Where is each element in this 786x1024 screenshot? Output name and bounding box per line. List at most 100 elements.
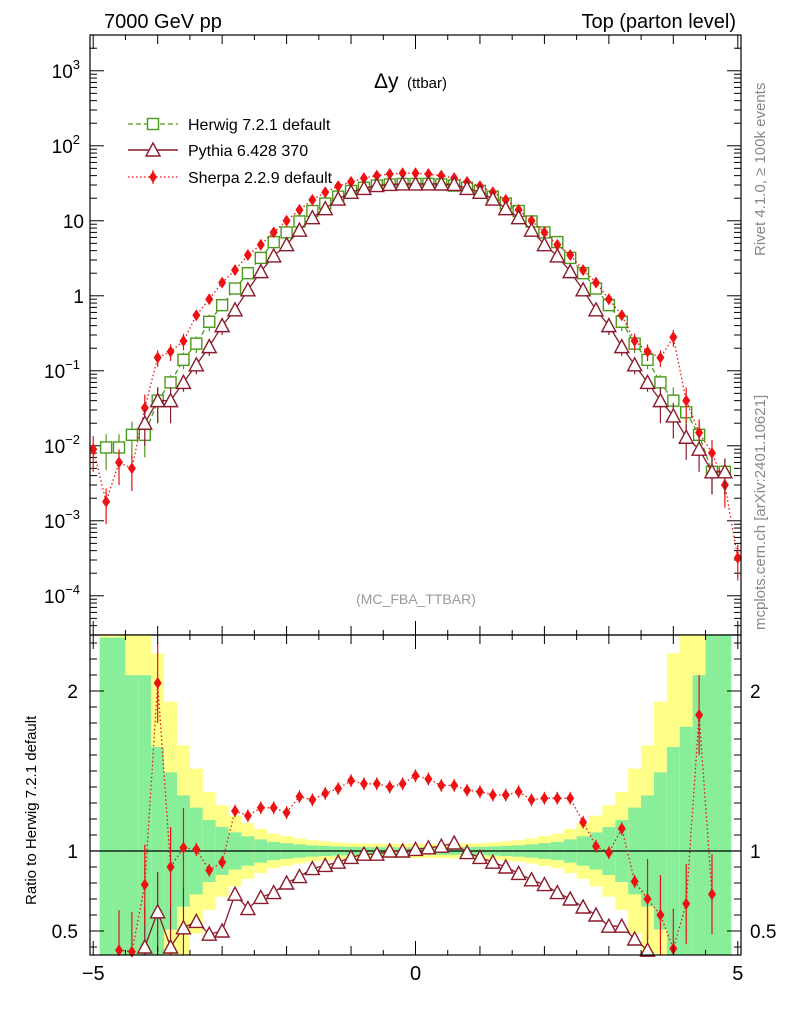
ratio-point-sherpa: [540, 792, 549, 805]
point-pythia: [162, 392, 179, 408]
point-herwig: [125, 428, 139, 442]
legend-entry-sherpa: Sherpa 2.2.9 default: [128, 170, 333, 187]
point-pythia: [368, 177, 385, 193]
point-herwig: [215, 298, 229, 312]
point-pythia: [549, 247, 566, 263]
point-pythia: [523, 221, 540, 237]
point-sherpa: [334, 180, 343, 193]
point-pythia: [265, 247, 282, 263]
point-pythia: [600, 317, 618, 333]
point-pythia: [407, 175, 424, 191]
point-sherpa: [231, 264, 240, 277]
ratio-point-sherpa: [308, 793, 317, 806]
point-pythia: [458, 179, 476, 196]
point-sherpa: [604, 293, 613, 306]
point-pythia: [587, 301, 605, 317]
point-sherpa: [256, 238, 265, 251]
ratio-point-pythia: [329, 853, 347, 869]
point-sherpa: [566, 248, 575, 261]
point-sherpa: [707, 447, 716, 460]
point-pythia: [562, 263, 579, 279]
ratio-point-pythia: [252, 888, 269, 905]
point-herwig: [654, 376, 667, 389]
ratio-point-pythia: [291, 868, 308, 884]
ratio-point-sherpa: [695, 709, 704, 721]
point-herwig: [177, 353, 190, 367]
ratio-series: [115, 643, 716, 958]
point-pythia: [716, 463, 734, 479]
legend: Herwig 7.2.1 default Pythia 6.428 370 Sh…: [128, 117, 333, 187]
ratio-point-pythia: [536, 876, 553, 892]
ratio-point-pythia: [613, 917, 630, 933]
main-y-tick-label: 102: [52, 132, 80, 158]
point-pythia: [510, 209, 527, 225]
ratio-point-sherpa: [231, 805, 240, 817]
main-y-tick-label: 10−2: [44, 432, 80, 458]
ratio-point-sherpa: [398, 777, 407, 790]
point-pythia: [226, 301, 244, 317]
point-pythia: [433, 175, 450, 191]
point-herwig: [164, 376, 177, 389]
main-panel: Δy (ttbar) (MC_FBA_TTBAR) 10310210110−11…: [44, 34, 742, 636]
point-pythia: [329, 190, 347, 206]
ratio-point-pythia: [562, 890, 579, 906]
ratio-point-sherpa: [707, 888, 716, 901]
point-sherpa: [308, 193, 317, 206]
point-sherpa: [385, 168, 394, 181]
ratio-point-pythia: [600, 917, 618, 933]
green-band: [718, 635, 732, 955]
main-y-tick-label: 10−3: [44, 507, 80, 533]
ratio-point-sherpa: [475, 785, 484, 798]
main-y-tick-label: 10−1: [44, 357, 80, 383]
point-sherpa: [591, 276, 600, 289]
y-tick-base: 10: [52, 62, 73, 83]
ratio-point-sherpa: [385, 781, 394, 793]
ratio-point-pythia: [510, 864, 527, 881]
ratio-point-sherpa: [501, 789, 510, 801]
ratio-point-sherpa: [334, 782, 343, 795]
ratio-point-sherpa: [347, 774, 356, 787]
point-sherpa: [372, 169, 381, 182]
legend-marker-herwig: [146, 117, 160, 131]
ratio-point-sherpa: [205, 864, 214, 877]
ratio-y-tick-label: 2: [67, 682, 78, 703]
ratio-point-sherpa: [643, 893, 652, 905]
y-tick-exponent: 3: [73, 57, 80, 72]
ratio-point-sherpa: [553, 792, 562, 805]
ratio-point-sherpa: [243, 809, 252, 822]
ratio-series-pythia: [136, 834, 656, 957]
point-sherpa: [153, 351, 162, 364]
energy-label: 7000 GeV pp: [104, 11, 222, 33]
ratio-point-pythia: [626, 930, 643, 946]
ratio-point-pythia: [317, 856, 334, 873]
ratio-point-sherpa: [295, 790, 304, 803]
ratio-y-tick-label-right: 0.5: [750, 922, 776, 943]
ratio-point-pythia: [394, 842, 411, 858]
ratio-point-sherpa: [321, 787, 330, 800]
chart-title-suffix: (ttbar): [407, 75, 447, 92]
ratio-point-pythia: [278, 874, 295, 890]
point-sherpa: [733, 551, 742, 564]
y-tick-base: 10: [44, 512, 65, 533]
ratio-point-sherpa: [179, 841, 188, 854]
point-sherpa: [166, 345, 175, 358]
point-sherpa: [682, 394, 691, 407]
ratio-point-sherpa: [514, 785, 523, 798]
series-sherpa: [89, 167, 742, 581]
ratio-point-pythia: [446, 834, 463, 850]
process-label: Top (parton level): [581, 11, 736, 33]
point-pythia: [342, 183, 360, 199]
ratio-point-sherpa: [424, 773, 433, 785]
point-sherpa: [643, 345, 652, 358]
ratio-point-sherpa: [463, 784, 472, 797]
point-pythia: [446, 175, 463, 192]
ratio-series-sherpa: [115, 643, 716, 958]
legend-label-sherpa: Sherpa 2.2.9 default: [188, 170, 333, 187]
legend-label-herwig: Herwig 7.2.1 default: [188, 117, 331, 134]
point-sherpa: [359, 172, 368, 185]
point-herwig: [99, 441, 113, 454]
point-pythia: [291, 221, 308, 237]
point-pythia: [471, 183, 489, 199]
x-tick-label: 0: [410, 963, 421, 985]
point-pythia: [136, 414, 153, 430]
